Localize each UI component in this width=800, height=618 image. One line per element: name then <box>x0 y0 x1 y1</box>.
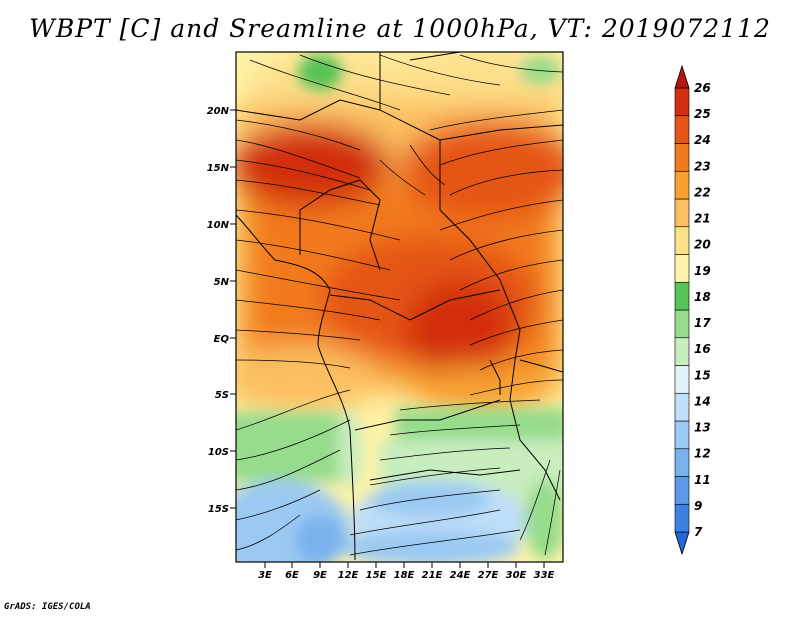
lat-label: 10S <box>208 447 229 458</box>
colorbar-label: 18 <box>694 290 711 304</box>
colorbar-segment <box>674 198 690 228</box>
colorbar-label: 20 <box>694 238 711 252</box>
colorbar-segment <box>674 420 690 450</box>
lon-label: 27E <box>478 570 499 581</box>
colorbar-segment <box>674 309 690 339</box>
colorbar-segment <box>674 226 690 255</box>
lat-label: 10N <box>207 220 230 231</box>
colorbar-segment <box>674 115 690 144</box>
colorbar-label: 25 <box>694 107 711 121</box>
colorbar-label: 11 <box>694 473 711 487</box>
colorbar-label: 26 <box>694 81 711 95</box>
lat-axis: 20N 15N 10N 5N EQ 5S 10S 15S <box>207 106 236 515</box>
chart-title: WBPT [C] and Sreamline at 1000hPa, VT: 2… <box>29 14 771 43</box>
colorbar-label: 7 <box>694 525 703 539</box>
credit-text: GrADS: IGES/COLA <box>4 602 91 612</box>
colorbar-label: 23 <box>694 159 711 173</box>
lat-label: EQ <box>214 334 230 345</box>
colorbar-segment <box>674 448 690 477</box>
streamlines <box>236 54 563 556</box>
colorbar-segment <box>674 476 690 505</box>
colorbar-segment <box>674 143 690 172</box>
lat-label: 5N <box>214 277 230 288</box>
colorbar-segment <box>674 170 690 200</box>
colorbar-segment <box>674 254 690 283</box>
lon-label: 3E <box>258 570 272 581</box>
colorbar-label: 12 <box>694 447 711 461</box>
colorbar-segment <box>674 531 690 556</box>
colorbar-label: 9 <box>694 499 702 513</box>
lon-label: 33E <box>534 570 555 581</box>
lon-axis: 3E 6E 9E 12E 15E 18E 21E 24E 27E 30E 33E <box>258 562 555 581</box>
lon-label: 9E <box>313 570 327 581</box>
colorbar-label: 13 <box>694 421 711 435</box>
lon-label: 15E <box>366 570 387 581</box>
borders <box>236 52 563 561</box>
colorbar-label: 22 <box>694 185 711 199</box>
colorbar-segment <box>674 337 690 366</box>
lon-label: 6E <box>285 570 299 581</box>
map-frame <box>235 51 564 563</box>
lon-label: 18E <box>394 570 415 581</box>
lat-label: 20N <box>207 106 230 117</box>
colorbar-label: 16 <box>694 342 711 356</box>
colorbar-label: 15 <box>694 368 711 382</box>
lon-label: 30E <box>506 570 527 581</box>
lat-label: 15N <box>207 163 230 174</box>
colorbar: 7 9 11 12 13 14 15 16 17 18 19 20 21 22 23 24 25 26 <box>674 64 711 556</box>
lon-label: 12E <box>338 570 359 581</box>
lat-label: 15S <box>208 504 229 515</box>
colorbar-segment <box>674 87 690 117</box>
lon-label: 24E <box>450 570 471 581</box>
colorbar-segment <box>674 365 690 394</box>
colorbar-segment <box>674 64 690 89</box>
colorbar-segment <box>674 392 690 422</box>
lat-label: 5S <box>215 390 229 401</box>
colorbar-segment <box>674 281 690 311</box>
colorbar-label: 24 <box>694 133 711 147</box>
colorbar-label: 19 <box>694 264 711 278</box>
temperature-field <box>236 52 563 562</box>
colorbar-label: 21 <box>694 212 711 226</box>
colorbar-label: 14 <box>694 394 711 408</box>
colorbar-segment <box>674 503 690 533</box>
lon-label: 21E <box>422 570 443 581</box>
colorbar-label: 17 <box>694 316 711 330</box>
